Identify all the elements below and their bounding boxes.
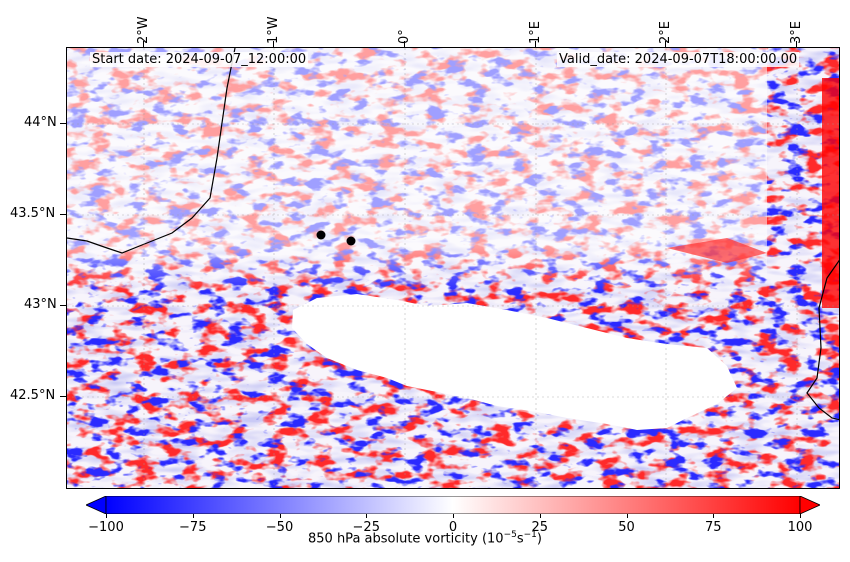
- coastline-east: [806, 259, 839, 421]
- colorbar-tickmark: [626, 514, 628, 518]
- colorbar-tick-label: −25: [352, 520, 380, 535]
- station-marker: [316, 230, 326, 240]
- colorbar-tick-label: −50: [265, 520, 294, 535]
- lat-tickmark: [60, 214, 66, 215]
- colorbar-tickmark: [453, 514, 454, 518]
- colorbar-tick-label: 0: [448, 520, 458, 535]
- lon-tickmark: [273, 41, 274, 47]
- colorbar-label-suffix: ): [536, 531, 542, 547]
- lat-tick-label: 44°N: [24, 115, 57, 130]
- start-date-annotation: Start date: 2024-09-07_12:00:00: [90, 52, 309, 67]
- lat-tickmark: [60, 305, 66, 306]
- lon-tickmark: [404, 41, 405, 47]
- colorbar-tick-label: 25: [531, 520, 549, 535]
- lon-tickmark: [665, 41, 666, 47]
- lat-tick-label: 42.5°N: [10, 388, 56, 403]
- vorticity-field: [67, 48, 839, 488]
- masked-terrain-area: [292, 294, 737, 430]
- coastline: [67, 48, 236, 254]
- colorbar-label: 850 hPa absolute vorticity (10−5s−1): [0, 530, 850, 546]
- colorbar: [86, 496, 820, 514]
- lon-tickmark: [796, 41, 797, 47]
- colorbar-label-text: 850 hPa absolute vorticity (10: [308, 531, 504, 547]
- colorbar-tick-label: 100: [787, 520, 813, 535]
- colorbar-tick-label: −75: [179, 520, 207, 535]
- colorbar-label-unit: s: [516, 531, 524, 547]
- lat-tick-label: 43°N: [24, 297, 57, 312]
- colorbar-label-exponent: −1: [523, 530, 537, 540]
- lat-tick-label: 43.5°N: [10, 206, 56, 221]
- lon-tick-label: 2°W: [136, 16, 151, 44]
- lon-tickmark: [143, 41, 144, 47]
- colorbar-tickmark: [539, 514, 541, 518]
- colorbar-tick-label: 50: [618, 520, 635, 535]
- colorbar-tickmark: [279, 514, 281, 518]
- colorbar-gradient: [105, 496, 801, 514]
- colorbar-tickmark: [713, 514, 715, 518]
- colorbar-min-extend: [86, 496, 107, 514]
- colorbar-label-exponent: −5: [503, 530, 517, 540]
- colorbar-tickmark: [192, 514, 194, 518]
- colorbar-tickmark: [800, 514, 801, 518]
- lon-tickmark: [535, 41, 536, 47]
- lon-tick-label: 1°W: [266, 16, 281, 44]
- colorbar-tick-label: −100: [88, 520, 124, 535]
- valid-date-annotation: Valid_date: 2024-09-07T18:00:00.00: [557, 52, 800, 67]
- gridlines: [67, 48, 839, 488]
- colorbar-tick-label: 75: [704, 520, 722, 535]
- vorticity-map: [66, 47, 840, 489]
- lat-tickmark: [60, 396, 66, 397]
- colorbar-tickmark: [106, 514, 107, 518]
- lat-tickmark: [60, 123, 66, 124]
- station-marker: [346, 236, 356, 246]
- colorbar-tickmark: [366, 514, 368, 518]
- colorbar-max-extend: [799, 496, 820, 514]
